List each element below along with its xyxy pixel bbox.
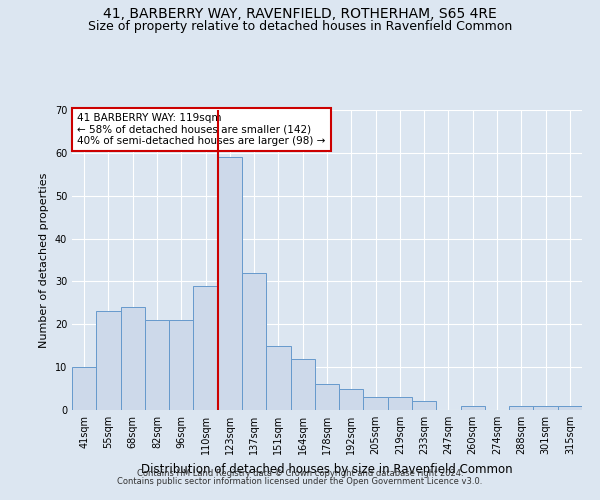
Bar bbox=[388, 397, 412, 410]
Text: Size of property relative to detached houses in Ravenfield Common: Size of property relative to detached ho… bbox=[88, 20, 512, 33]
Bar bbox=[364, 397, 388, 410]
Text: 41, BARBERRY WAY, RAVENFIELD, ROTHERHAM, S65 4RE: 41, BARBERRY WAY, RAVENFIELD, ROTHERHAM,… bbox=[103, 8, 497, 22]
Bar bbox=[290, 358, 315, 410]
Text: 41 BARBERRY WAY: 119sqm
← 58% of detached houses are smaller (142)
40% of semi-d: 41 BARBERRY WAY: 119sqm ← 58% of detache… bbox=[77, 113, 325, 146]
Bar bbox=[533, 406, 558, 410]
Bar bbox=[72, 367, 96, 410]
Bar bbox=[315, 384, 339, 410]
Text: Contains public sector information licensed under the Open Government Licence v3: Contains public sector information licen… bbox=[118, 477, 482, 486]
Bar bbox=[339, 388, 364, 410]
Bar bbox=[412, 402, 436, 410]
Bar bbox=[218, 157, 242, 410]
Bar bbox=[266, 346, 290, 410]
X-axis label: Distribution of detached houses by size in Ravenfield Common: Distribution of detached houses by size … bbox=[141, 462, 513, 475]
Bar bbox=[242, 273, 266, 410]
Y-axis label: Number of detached properties: Number of detached properties bbox=[39, 172, 49, 348]
Bar bbox=[145, 320, 169, 410]
Bar bbox=[558, 406, 582, 410]
Bar bbox=[96, 312, 121, 410]
Bar bbox=[121, 307, 145, 410]
Bar bbox=[509, 406, 533, 410]
Text: Contains HM Land Registry data © Crown copyright and database right 2024.: Contains HM Land Registry data © Crown c… bbox=[137, 468, 463, 477]
Bar bbox=[193, 286, 218, 410]
Bar bbox=[169, 320, 193, 410]
Bar bbox=[461, 406, 485, 410]
